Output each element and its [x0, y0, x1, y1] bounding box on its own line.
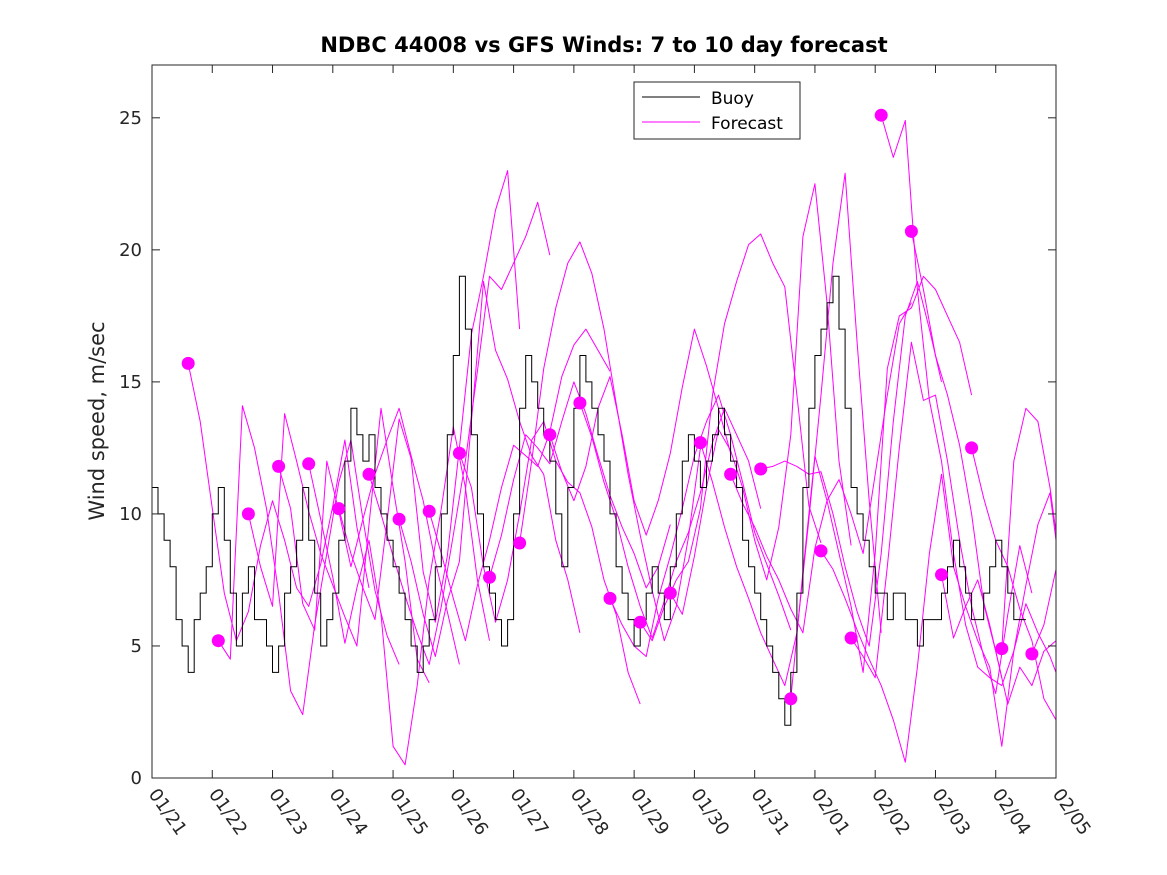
- forecast-start-marker: [904, 224, 918, 238]
- buoy-line: [152, 275, 1026, 726]
- forecast-start-marker: [844, 631, 858, 645]
- legend-buoy-label: Buoy: [711, 89, 754, 109]
- forecast-start-marker: [603, 591, 617, 605]
- y-tick-label: 10: [119, 504, 142, 525]
- y-tick-label: 25: [119, 108, 142, 129]
- forecast-start-marker: [633, 615, 647, 629]
- y-tick-label: 20: [119, 240, 142, 261]
- forecast-line-28: [1001, 407, 1057, 649]
- legend-forecast-label: Forecast: [711, 114, 783, 134]
- forecast-start-marker: [422, 504, 436, 518]
- forecast-line-2: [217, 405, 400, 716]
- forecast-start-marker: [724, 467, 738, 481]
- forecast-line-21: [790, 275, 973, 699]
- forecast-line-13: [549, 328, 732, 536]
- forecast-start-marker: [302, 457, 316, 471]
- forecast-start-marker: [362, 467, 376, 481]
- forecast-line-29: [1031, 569, 1057, 655]
- forecast-start-marker: [995, 642, 1009, 656]
- forecast-start-marker: [784, 692, 798, 706]
- forecast-start-marker: [754, 462, 768, 476]
- forecast-line-1: [187, 363, 370, 642]
- forecast-line-4: [278, 407, 460, 665]
- forecast-start-marker: [573, 396, 587, 410]
- legend: Buoy Forecast: [633, 81, 801, 140]
- plot-frame: [151, 64, 1057, 779]
- forecast-line-6: [338, 170, 521, 623]
- forecast-start-marker: [513, 536, 527, 550]
- forecast-start-markers-group: [181, 108, 1039, 706]
- plot-area: [152, 65, 1056, 778]
- forecast-start-marker: [663, 586, 677, 600]
- forecast-start-marker: [874, 108, 888, 122]
- y-axis-label: Wind speed, m/sec: [85, 321, 109, 520]
- forecast-start-marker: [241, 507, 255, 521]
- forecast-line-19: [730, 302, 912, 634]
- buoy-line-group: [152, 275, 1026, 726]
- forecast-line-27: [971, 447, 1057, 721]
- forecast-line-24: [880, 115, 1057, 687]
- forecast-line-20: [760, 281, 942, 647]
- forecast-start-marker: [452, 446, 466, 460]
- forecast-start-marker: [332, 502, 346, 516]
- y-tick-label: 15: [119, 372, 142, 393]
- forecast-start-marker: [693, 436, 707, 450]
- forecast-line-17: [669, 183, 852, 615]
- forecast-start-marker: [483, 570, 496, 584]
- y-axis: 0 5 10 15 20 25: [119, 108, 1056, 789]
- forecast-start-marker: [272, 459, 286, 473]
- forecast-start-marker: [814, 544, 828, 558]
- forecast-start-marker: [965, 441, 979, 455]
- legend-box: [633, 81, 801, 140]
- forecast-start-marker: [935, 568, 948, 582]
- forecast-line-26: [941, 492, 1057, 747]
- forecast-start-marker: [211, 634, 225, 648]
- forecast-line-18: [699, 172, 882, 687]
- forecast-start-marker: [181, 356, 195, 370]
- y-tick-label: 5: [131, 636, 142, 657]
- forecast-start-marker: [1025, 647, 1039, 661]
- chart-title: NDBC 44008 vs GFS Winds: 7 to 10 day for…: [320, 33, 887, 57]
- forecast-start-marker: [392, 512, 406, 526]
- forecast-line-12: [519, 241, 701, 642]
- forecast-start-marker: [543, 428, 557, 442]
- y-tick-label: 0: [131, 768, 142, 789]
